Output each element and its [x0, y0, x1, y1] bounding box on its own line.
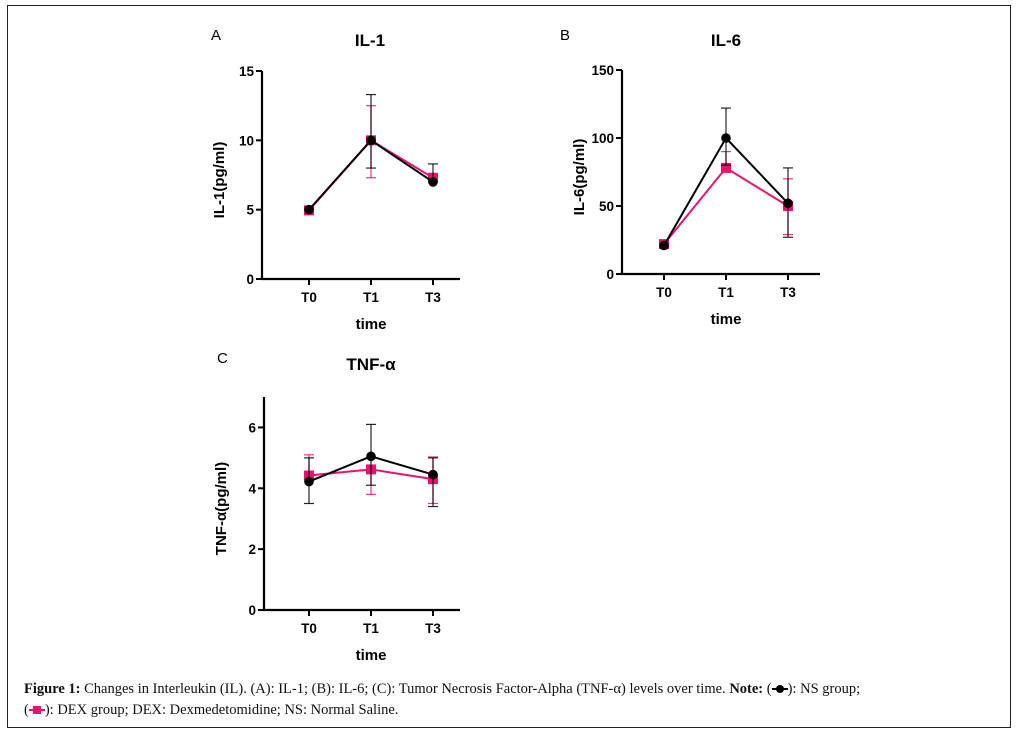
y-tick-label: 10	[239, 133, 254, 148]
ns-data-point	[304, 204, 314, 215]
ns-data-point	[721, 133, 731, 143]
chart-panel-b: B IL-6 0 50 100 150 T0 T1 T3 time IL-6(pg/ml)	[560, 27, 820, 328]
y-tick-label: 0	[606, 267, 614, 282]
chart-title: IL-1	[355, 31, 385, 50]
y-tick-label: 6	[248, 420, 256, 435]
x-tick-label: T3	[425, 621, 441, 636]
y-tick-label: 15	[239, 64, 255, 79]
y-tick-label: 5	[246, 203, 254, 218]
caption-ns-legend: ): NS group;	[787, 681, 861, 697]
y-tick-label: 0	[248, 603, 256, 618]
y-tick-label: 100	[591, 131, 614, 146]
figure-caption: Figure 1: Changes in Interleukin (IL). (…	[24, 681, 861, 718]
x-tick-label: T0	[656, 285, 672, 300]
chart-panel-a: A IL-1 0 5 10 15 T0 T1 T3 time IL-1(pg/ml)	[211, 27, 460, 333]
y-tick-label: 0	[246, 272, 254, 287]
x-tick-label: T0	[301, 290, 317, 305]
x-tick-label: T3	[780, 285, 796, 300]
ns-data-point	[428, 469, 438, 480]
dex-series-line	[663, 166, 789, 245]
x-axis-label: time	[711, 311, 742, 328]
caption-dex-legend: ): DEX group; DEX: Dexmedetomidine; NS: …	[44, 702, 399, 718]
ns-data-point	[304, 476, 314, 487]
chart-title: IL-6	[711, 31, 741, 50]
y-tick-label: 150	[591, 63, 614, 78]
x-tick-label: T1	[718, 285, 734, 300]
dex-legend-icon	[28, 705, 45, 715]
x-tick-label: T0	[301, 621, 317, 636]
y-axis-label: IL-6(pg/ml)	[571, 139, 588, 216]
caption-figure-label: Figure 1:	[24, 681, 81, 697]
ns-data-point	[366, 451, 376, 462]
x-tick-label: T1	[363, 621, 379, 636]
y-tick-label: 2	[248, 542, 256, 557]
x-tick-label: T1	[363, 290, 379, 305]
ns-data-point	[659, 240, 669, 251]
ns-legend-icon	[771, 684, 788, 694]
x-axis-label: time	[356, 316, 387, 333]
panel-label: A	[211, 27, 221, 44]
y-tick-label: 4	[248, 481, 256, 496]
caption-text: Changes in Interleukin (IL). (A): IL-1; …	[80, 681, 730, 697]
chart-title: TNF-α	[346, 355, 396, 374]
ns-data-point	[366, 135, 376, 146]
figure-frame	[7, 5, 1011, 728]
ns-data-point	[783, 198, 793, 209]
y-axis-label: TNF-α(pg/ml)	[213, 462, 230, 555]
panel-label: B	[560, 27, 570, 44]
chart-panel-c: C TNF-α 0 2 4 6 T0 T1 T3 time TNF-α(pg/ml)	[213, 350, 460, 664]
dex-data-point	[721, 162, 731, 173]
y-axis-label: IL-1(pg/ml)	[211, 142, 228, 219]
x-axis-label: time	[356, 647, 387, 664]
x-tick-label: T3	[425, 290, 441, 305]
panel-label: C	[217, 350, 228, 367]
y-tick-label: 50	[599, 199, 614, 214]
ns-data-point	[428, 177, 438, 187]
caption-note-label: Note:	[729, 681, 764, 697]
